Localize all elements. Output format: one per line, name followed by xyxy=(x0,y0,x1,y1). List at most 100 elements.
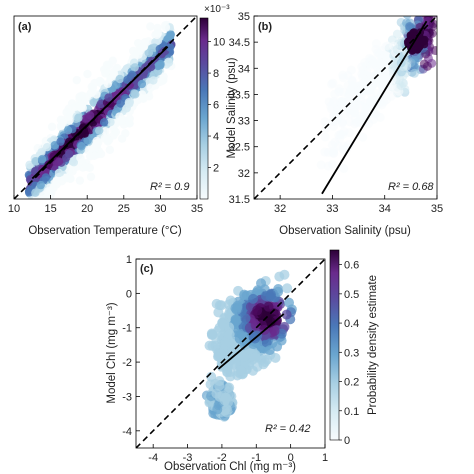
x-axis-label-b: Observation Salinity (psu) xyxy=(279,225,411,237)
density-point xyxy=(36,180,45,190)
density-point xyxy=(232,302,243,313)
one-to-one-line-b xyxy=(254,16,437,199)
x-tick-label: 15 xyxy=(44,203,56,215)
x-tick-label: -1 xyxy=(251,452,261,464)
density-point xyxy=(225,295,236,306)
density-point xyxy=(321,123,331,133)
y-tick-label: 1 xyxy=(126,254,132,266)
density-point xyxy=(139,42,149,51)
density-point xyxy=(131,90,140,99)
density-point xyxy=(378,58,388,68)
density-point xyxy=(77,100,86,110)
density-point xyxy=(82,92,92,101)
density-point xyxy=(269,325,280,336)
colorbar-tick-label: 4 xyxy=(213,131,219,143)
density-point xyxy=(149,76,158,85)
density-point xyxy=(224,382,235,393)
density-point xyxy=(219,405,230,416)
density-point xyxy=(58,118,68,127)
density-cloud-c xyxy=(201,269,297,422)
y-tick-label: 33.5 xyxy=(229,89,250,101)
y-tick-label: 32 xyxy=(238,168,250,180)
density-point xyxy=(164,57,173,66)
x-axis-label-a: Observation Temperature (°C) xyxy=(28,225,181,237)
density-point xyxy=(76,153,85,163)
density-point xyxy=(371,109,381,119)
density-point xyxy=(122,104,131,113)
density-point xyxy=(72,75,81,85)
panel-label-b: (b) xyxy=(258,21,272,33)
density-point xyxy=(90,78,99,88)
colorbar-tick-label: 0.1 xyxy=(344,406,359,418)
density-point xyxy=(134,50,143,59)
density-point xyxy=(222,363,233,374)
density-point xyxy=(230,358,241,369)
density-point xyxy=(24,188,34,197)
density-point xyxy=(47,122,57,131)
density-point xyxy=(54,157,64,166)
density-point xyxy=(204,340,215,351)
x-tick-label: 33 xyxy=(326,203,338,215)
density-point xyxy=(279,269,290,280)
density-point xyxy=(252,305,263,316)
density-point xyxy=(105,145,115,155)
density-point xyxy=(217,390,228,401)
density-cloud-b xyxy=(316,0,437,174)
x-tick-label: -3 xyxy=(183,452,193,464)
density-point xyxy=(265,291,276,302)
density-point xyxy=(396,81,406,91)
density-point xyxy=(338,73,348,83)
density-point xyxy=(281,309,292,320)
density-point xyxy=(214,376,225,387)
density-point xyxy=(165,32,175,42)
colorbar-tick-label: 0.5 xyxy=(344,289,359,301)
x-tick-label: 32 xyxy=(274,203,286,215)
colorbar-tick-label: 0.6 xyxy=(344,260,359,272)
x-tick-label: 25 xyxy=(118,203,130,215)
y-tick-label: 0 xyxy=(126,288,132,300)
density-point xyxy=(235,365,246,376)
density-point xyxy=(83,136,92,145)
colorbar-title-c: Probability density estimate xyxy=(367,275,379,415)
density-point xyxy=(155,77,165,87)
density-point xyxy=(139,94,148,104)
density-point xyxy=(220,337,231,348)
density-point xyxy=(146,22,155,31)
density-point xyxy=(101,127,110,136)
density-point xyxy=(416,6,425,15)
x-tick-label: 1 xyxy=(322,452,328,464)
density-point xyxy=(104,93,113,102)
y-tick-label: 34 xyxy=(238,63,250,75)
density-point xyxy=(105,60,114,70)
density-point xyxy=(83,69,92,79)
y-axis-label-c: Model Chl (mg m⁻³) xyxy=(106,302,118,403)
fit-line-b xyxy=(321,20,428,195)
density-point xyxy=(419,0,428,6)
colorbar-c xyxy=(329,249,340,441)
density-point xyxy=(61,153,71,162)
density-point xyxy=(65,165,74,174)
x-tick-label: 20 xyxy=(81,203,93,215)
density-point xyxy=(115,74,124,84)
density-point xyxy=(43,187,53,196)
one-to-one-line-c xyxy=(136,259,325,448)
density-point xyxy=(27,205,35,213)
density-point xyxy=(347,75,357,85)
density-point xyxy=(330,137,340,147)
density-point xyxy=(250,320,261,331)
density-point xyxy=(224,329,235,340)
density-point xyxy=(36,201,44,209)
x-tick-label: -2 xyxy=(217,452,227,464)
density-point xyxy=(248,293,259,304)
colorbar-tick-label: 10 xyxy=(213,37,225,49)
colorbar-tick-label: 0 xyxy=(344,435,350,447)
density-point xyxy=(350,113,360,123)
y-tick-label: 31.5 xyxy=(229,194,250,206)
x-axis-label-c: Observation Chl (mg m⁻³) xyxy=(164,461,296,473)
density-point xyxy=(157,49,167,59)
density-point xyxy=(52,180,61,189)
density-point xyxy=(95,126,104,135)
axes-frame-a xyxy=(13,15,198,200)
density-point xyxy=(346,65,356,75)
